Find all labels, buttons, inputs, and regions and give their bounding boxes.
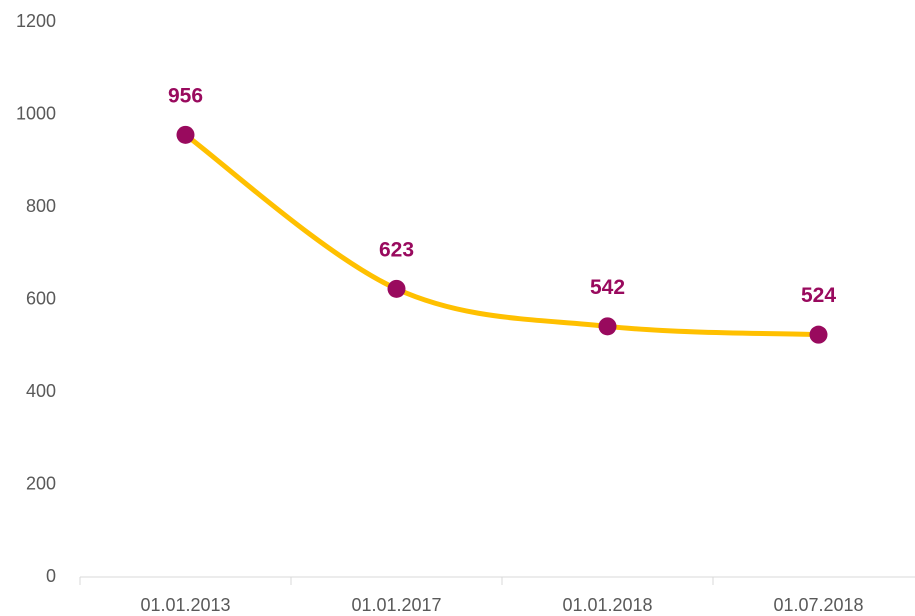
y-tick-label: 1200 (16, 11, 56, 31)
value-label: 623 (379, 238, 414, 261)
y-tick-label: 1000 (16, 103, 56, 123)
y-tick-label: 400 (26, 381, 56, 401)
value-label: 542 (590, 276, 625, 299)
marker (176, 125, 195, 144)
y-tick-label: 600 (26, 288, 56, 308)
x-tick-label: 01.07.2018 (773, 595, 863, 615)
y-tick-label: 200 (26, 473, 56, 493)
value-label: 524 (801, 284, 836, 307)
x-tick-label: 01.01.2013 (140, 595, 230, 615)
y-tick-label: 0 (46, 566, 56, 586)
line (183, 132, 821, 338)
value-label: 956 (168, 84, 203, 107)
x-tick-label: 01.01.2018 (562, 595, 652, 615)
marker (809, 325, 828, 344)
x-tick-label: 01.01.2017 (351, 595, 441, 615)
marker (387, 279, 406, 298)
marker (598, 317, 617, 336)
y-tick-label: 800 (26, 196, 56, 216)
